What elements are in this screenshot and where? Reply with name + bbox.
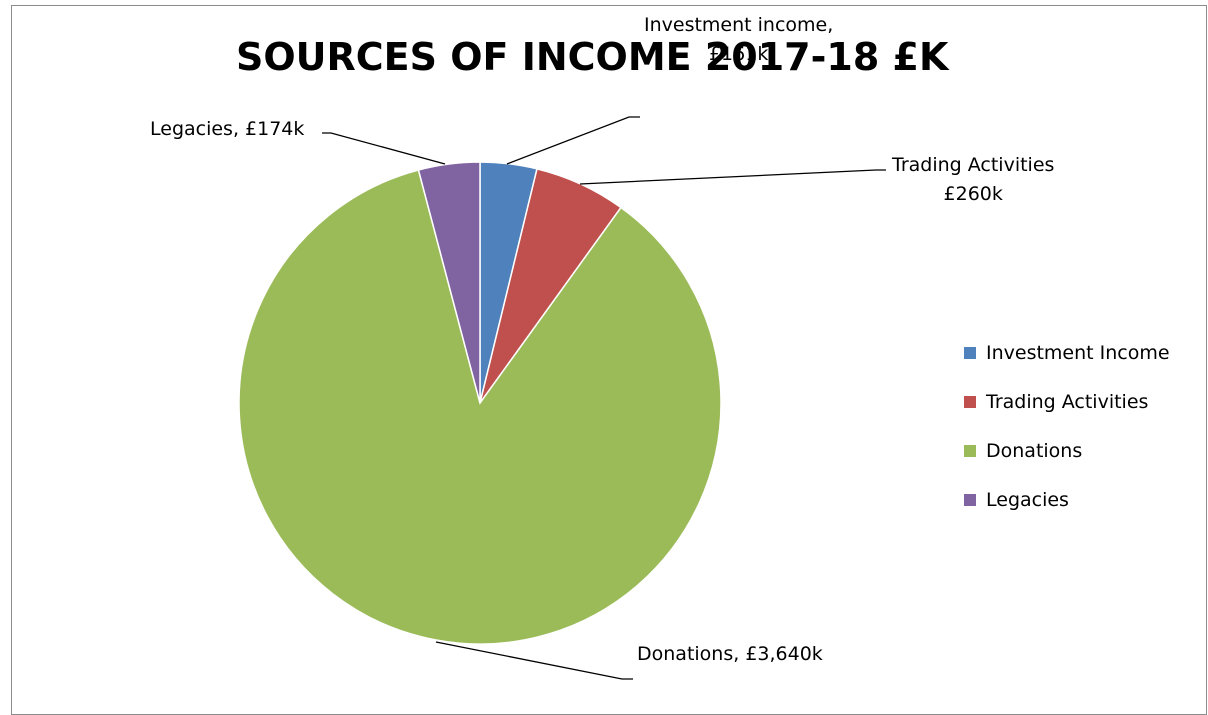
legend-item-trading-activities: Trading Activities — [964, 377, 1170, 426]
legend-label: Investment Income — [986, 341, 1170, 364]
pie-slice-donations — [238, 169, 722, 645]
leader-lines — [322, 116, 886, 680]
legend-swatch-investment-income — [964, 346, 976, 359]
pie-slice-legacies — [417, 161, 481, 404]
data-label-trading-activities: Trading Activities £260k — [892, 154, 1055, 205]
data-label-donations: Donations, £3,640k — [637, 643, 823, 665]
data-label-legacies: Legacies, £174k — [150, 118, 305, 140]
chart-legend: Investment Income Trading Activities Don… — [964, 328, 1170, 524]
pie-slices — [238, 161, 722, 645]
legend-item-legacies: Legacies — [964, 475, 1170, 524]
leader-line-trading-activities — [579, 169, 886, 185]
legend-item-donations: Donations — [964, 426, 1170, 475]
legend-label: Donations — [986, 439, 1083, 462]
legend-item-investment-income: Investment Income — [964, 328, 1170, 377]
legend-label: Legacies — [986, 488, 1069, 511]
leader-line-investment-income — [506, 116, 640, 165]
leader-line-legacies — [322, 132, 446, 165]
legend-label: Trading Activities — [986, 390, 1149, 413]
data-label-investment-income: Investment income, £161k — [644, 14, 834, 65]
legend-swatch-trading-activities — [964, 395, 976, 408]
legend-swatch-legacies — [964, 493, 976, 506]
legend-swatch-donations — [964, 444, 976, 457]
leader-line-donations — [435, 641, 633, 680]
